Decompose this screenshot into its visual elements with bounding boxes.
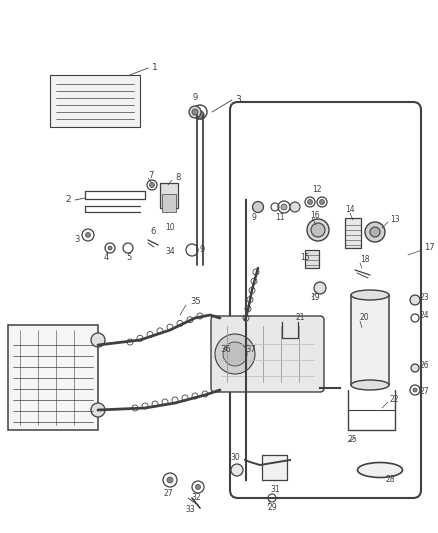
- Text: 9: 9: [200, 246, 205, 254]
- Text: 33: 33: [185, 505, 195, 514]
- Text: 24: 24: [420, 311, 430, 320]
- Ellipse shape: [357, 463, 403, 478]
- Text: 35: 35: [190, 297, 201, 306]
- Text: 8: 8: [175, 173, 180, 182]
- Circle shape: [311, 223, 325, 237]
- Ellipse shape: [351, 290, 389, 300]
- Text: 3: 3: [74, 236, 79, 245]
- Text: 19: 19: [310, 294, 320, 303]
- Text: 9: 9: [252, 214, 257, 222]
- Text: 18: 18: [360, 255, 370, 264]
- Circle shape: [281, 204, 287, 210]
- Circle shape: [91, 333, 105, 347]
- Bar: [345, 218, 361, 248]
- Text: 34: 34: [165, 247, 175, 256]
- Text: 5: 5: [126, 254, 131, 262]
- Text: 30: 30: [230, 453, 240, 462]
- Bar: [160, 183, 178, 208]
- Text: 13: 13: [390, 215, 399, 224]
- Text: 37: 37: [245, 345, 256, 354]
- Text: 26: 26: [420, 361, 430, 370]
- Circle shape: [307, 199, 312, 205]
- Circle shape: [167, 477, 173, 483]
- Circle shape: [195, 484, 201, 489]
- Circle shape: [91, 403, 105, 417]
- Text: 32: 32: [191, 494, 201, 503]
- Text: 22: 22: [390, 395, 399, 405]
- Circle shape: [413, 388, 417, 392]
- Circle shape: [370, 227, 380, 237]
- Circle shape: [290, 202, 300, 212]
- Text: 23: 23: [420, 294, 430, 303]
- Text: 16: 16: [310, 211, 320, 220]
- Bar: [305, 250, 319, 268]
- Circle shape: [307, 219, 329, 241]
- Circle shape: [314, 282, 326, 294]
- Text: 25: 25: [348, 435, 357, 445]
- Text: 31: 31: [270, 486, 280, 495]
- Circle shape: [108, 246, 112, 250]
- Text: 17: 17: [424, 244, 434, 253]
- Text: 27: 27: [163, 489, 173, 498]
- Text: 36: 36: [220, 345, 231, 354]
- Text: 6: 6: [150, 228, 155, 237]
- Text: 27: 27: [420, 387, 430, 397]
- Circle shape: [410, 295, 420, 305]
- Circle shape: [85, 232, 91, 238]
- Circle shape: [365, 222, 385, 242]
- Circle shape: [223, 342, 247, 366]
- Circle shape: [196, 111, 204, 119]
- Circle shape: [319, 199, 325, 205]
- Text: 3: 3: [235, 95, 241, 104]
- Circle shape: [189, 106, 201, 118]
- Bar: [351, 295, 389, 385]
- Text: 21: 21: [296, 313, 305, 322]
- Circle shape: [192, 109, 198, 115]
- Text: 10: 10: [165, 223, 175, 232]
- Text: 11: 11: [275, 214, 285, 222]
- Circle shape: [149, 182, 155, 188]
- Bar: [262, 455, 287, 480]
- Text: 2: 2: [65, 196, 71, 205]
- Bar: [8, 325, 98, 430]
- Text: 14: 14: [345, 206, 355, 214]
- Text: 4: 4: [104, 254, 109, 262]
- Text: 15: 15: [300, 254, 310, 262]
- Circle shape: [252, 201, 264, 213]
- Circle shape: [215, 334, 255, 374]
- Circle shape: [231, 464, 243, 476]
- Bar: [162, 194, 176, 212]
- Text: 12: 12: [312, 185, 321, 195]
- Text: 29: 29: [268, 504, 278, 513]
- Circle shape: [411, 364, 419, 372]
- Text: 9: 9: [192, 93, 198, 102]
- Text: 1: 1: [152, 63, 158, 72]
- Ellipse shape: [351, 380, 389, 390]
- Text: 20: 20: [360, 313, 370, 322]
- FancyBboxPatch shape: [211, 316, 324, 392]
- Text: 7: 7: [148, 171, 153, 180]
- Text: 28: 28: [385, 475, 395, 484]
- Bar: [50, 75, 140, 127]
